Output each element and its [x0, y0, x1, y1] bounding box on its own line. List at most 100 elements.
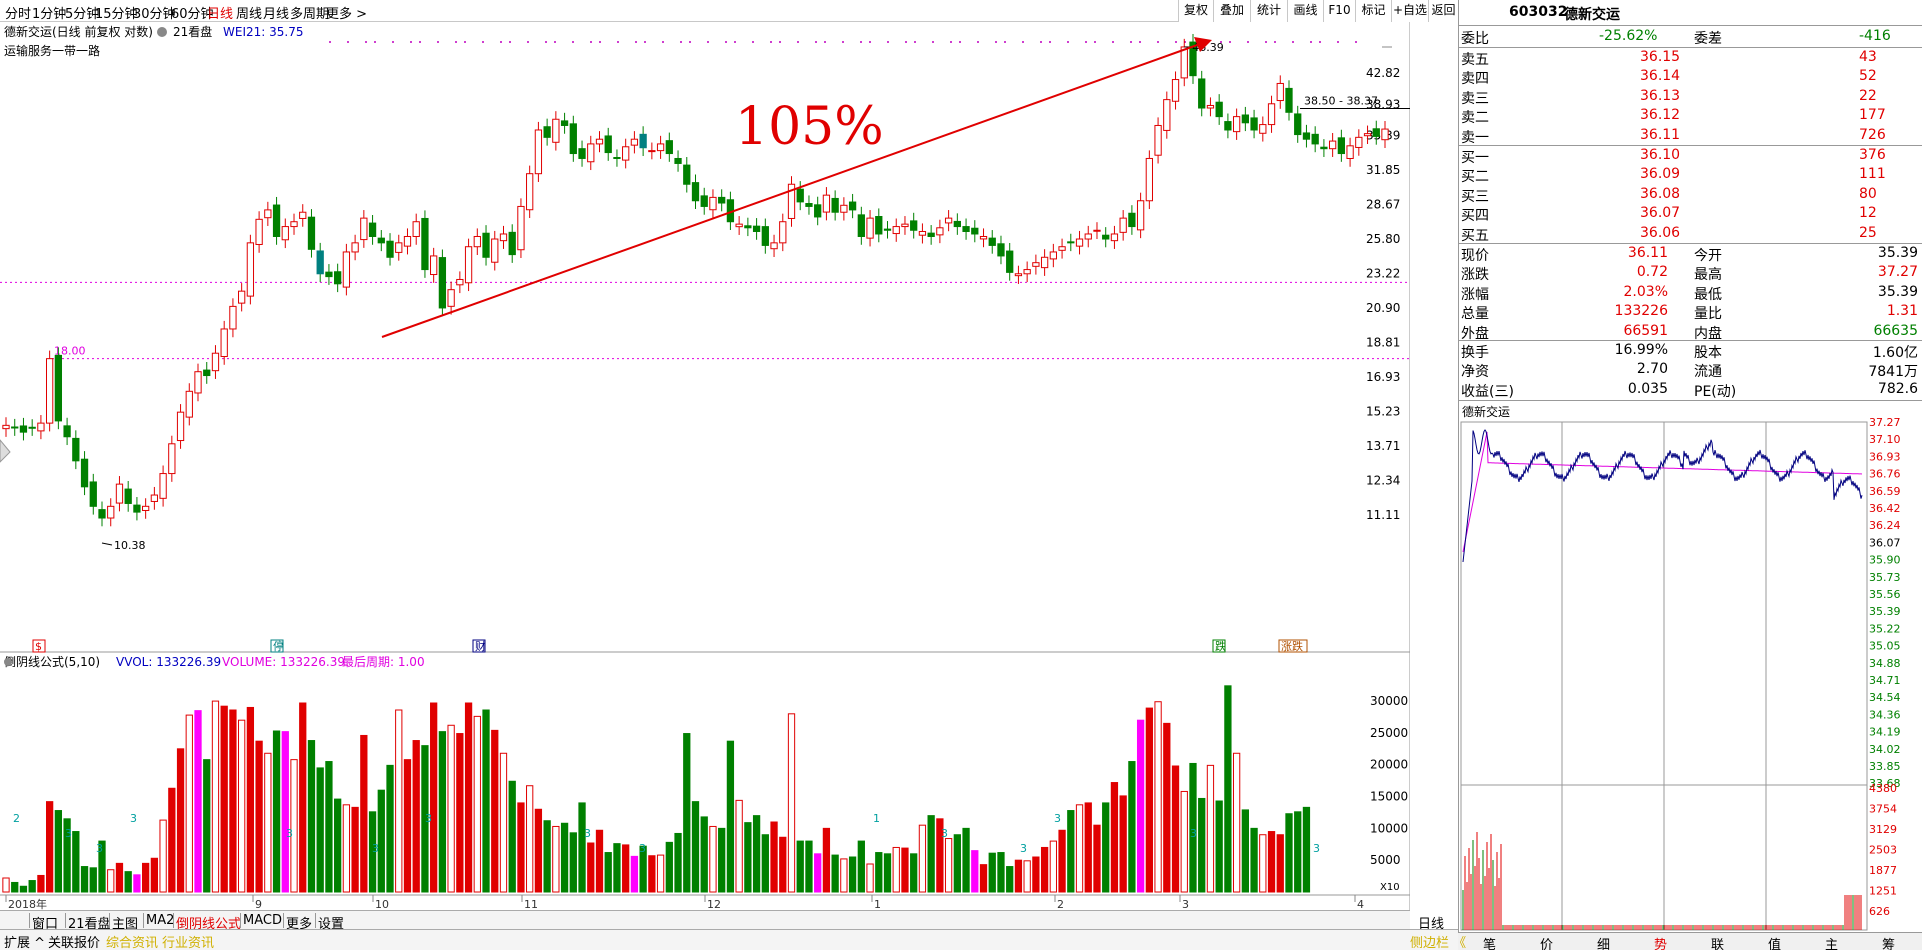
period-tab[interactable]: 月线: [263, 7, 290, 22]
stat2-l1: 净资: [1461, 364, 1489, 381]
volume-bar: [569, 832, 577, 893]
top-dot-marker: [1112, 41, 1114, 43]
low-price-label: 10.38: [114, 539, 146, 552]
sell-level-price: 36.15: [1640, 49, 1681, 65]
candle-body: [1171, 79, 1180, 102]
volume-bar: [482, 709, 490, 893]
period-tab[interactable]: 30分钟: [133, 7, 176, 22]
candle-body: [988, 237, 996, 246]
indicator-tab[interactable]: MA2: [146, 913, 175, 928]
buy-level-label: 买二: [1461, 169, 1489, 186]
quote-tab[interactable]: 细: [1597, 938, 1611, 950]
candle-body: [1040, 256, 1049, 269]
candle-body: [1206, 104, 1215, 109]
weibi-cell: -416: [1859, 28, 1891, 44]
indicator-tab[interactable]: 21看盘: [68, 917, 111, 932]
buy-level: 买五 36.06 25: [1459, 224, 1922, 244]
indicator-tab[interactable]: 主图: [112, 917, 139, 932]
volume-bar: [133, 874, 141, 893]
candle-body: [1285, 87, 1293, 113]
stat-l2: 今开: [1694, 248, 1722, 264]
candle-body: [578, 148, 586, 159]
volume-bar: [805, 840, 813, 893]
indicator-tab[interactable]: 更多: [286, 917, 313, 932]
quote-tab[interactable]: 势: [1654, 938, 1668, 950]
volume-bar: [744, 822, 752, 893]
period-tab[interactable]: 周线: [236, 7, 263, 22]
vol-settings-icon[interactable]: [4, 658, 12, 666]
tool-button[interactable]: 复权: [1178, 0, 1213, 22]
candle-body: [630, 138, 639, 146]
volume-bar: [1102, 802, 1110, 893]
candle-body: [107, 505, 115, 519]
scroll-left-handle[interactable]: [0, 439, 11, 463]
sell-level-price: 36.13: [1640, 87, 1681, 104]
chart-canvas[interactable]: 德新交运(日线 前复权 对数) 21看盘 WEI21: 35.75 运输服务一带一路 4…: [0, 22, 1410, 910]
stat2-l1: 收益(三): [1461, 383, 1514, 400]
volume-bar: [1171, 765, 1180, 893]
period-tab[interactable]: 1分钟: [32, 7, 67, 22]
indicator-tab[interactable]: 倒阴线公式: [176, 917, 242, 932]
divider: [1459, 340, 1922, 341]
tool-button[interactable]: +自选: [1391, 0, 1428, 22]
period-tab[interactable]: 60分钟: [171, 7, 214, 22]
intraday-tick: 34.36: [1869, 708, 1901, 721]
tab-separator: [109, 913, 110, 928]
candle-body: [1058, 246, 1066, 251]
candle-body: [159, 473, 167, 499]
time-label: 2018年: [8, 897, 47, 910]
indicator-tab[interactable]: 设置: [318, 917, 345, 932]
period-tab[interactable]: 5分钟: [65, 7, 100, 22]
info-tab[interactable]: 扩展 ^: [4, 936, 46, 950]
top-dot-marker: [644, 41, 646, 43]
vol-tick-label: 20000: [1370, 758, 1408, 772]
info-tab[interactable]: 关联报价: [48, 936, 101, 950]
side-panel-button[interactable]: 侧边栏 《: [1410, 936, 1467, 950]
vol-marker: 3: [286, 827, 293, 840]
price-tick-label: 23.22: [1366, 266, 1400, 280]
tool-button[interactable]: 画线: [1287, 0, 1323, 22]
volume-bar: [2, 877, 10, 893]
volume-bar: [1294, 811, 1302, 893]
intraday-avg-line: [1462, 431, 1863, 553]
period-tab[interactable]: 多周期: [290, 7, 330, 22]
info-tab[interactable]: 行业资讯: [162, 936, 215, 950]
period-tab[interactable]: 分时: [5, 7, 32, 22]
tool-button[interactable]: 返回: [1428, 0, 1458, 22]
quote-tab[interactable]: 联: [1711, 938, 1725, 950]
top-dot-marker: [1319, 41, 1321, 43]
candle-body: [386, 240, 394, 258]
candle-body: [761, 226, 769, 246]
tool-button[interactable]: 叠加: [1213, 0, 1250, 22]
intraday-chart[interactable]: 德新交运 37.27 37.10 36.93 36.76 36.59 36.42 36.24 3…: [1459, 402, 1922, 932]
period-tab[interactable]: 更多 >: [326, 7, 368, 22]
candle-body: [1328, 140, 1337, 150]
quote-tab[interactable]: 价: [1540, 938, 1554, 950]
indicator-tab[interactable]: MACD: [243, 913, 282, 928]
indicator-tab[interactable]: 窗口: [32, 917, 59, 932]
buy-level-label: 买五: [1461, 227, 1489, 244]
tool-button[interactable]: F10: [1323, 0, 1355, 22]
tool-button[interactable]: 统计: [1250, 0, 1287, 22]
candle-body: [482, 232, 490, 258]
quote-tab[interactable]: 主: [1825, 938, 1839, 950]
top-dot-marker: [392, 41, 394, 43]
candle-body: [28, 426, 36, 429]
period-tab[interactable]: 15分钟: [95, 7, 138, 22]
period-tab[interactable]: 日线: [207, 7, 234, 22]
settings-dot-icon[interactable]: [157, 27, 167, 37]
candle-body: [656, 143, 665, 152]
event-box: [32, 639, 46, 653]
vol-last-period: 最后周期: 1.00: [342, 655, 425, 669]
tool-button[interactable]: 标记: [1355, 0, 1391, 22]
event-marker: 跌: [1212, 639, 1226, 653]
candle-body: [133, 504, 141, 513]
top-dot-marker: [482, 41, 484, 43]
quote-tab[interactable]: 筹: [1882, 938, 1896, 950]
top-dot-marker: [527, 41, 529, 43]
volume-bar: [255, 740, 263, 893]
quote-tab[interactable]: 值: [1768, 938, 1782, 950]
quote-tab[interactable]: 笔: [1483, 938, 1497, 950]
intraday-vol-tick: 2503: [1869, 844, 1897, 857]
info-tab[interactable]: 综合资讯: [106, 936, 159, 950]
